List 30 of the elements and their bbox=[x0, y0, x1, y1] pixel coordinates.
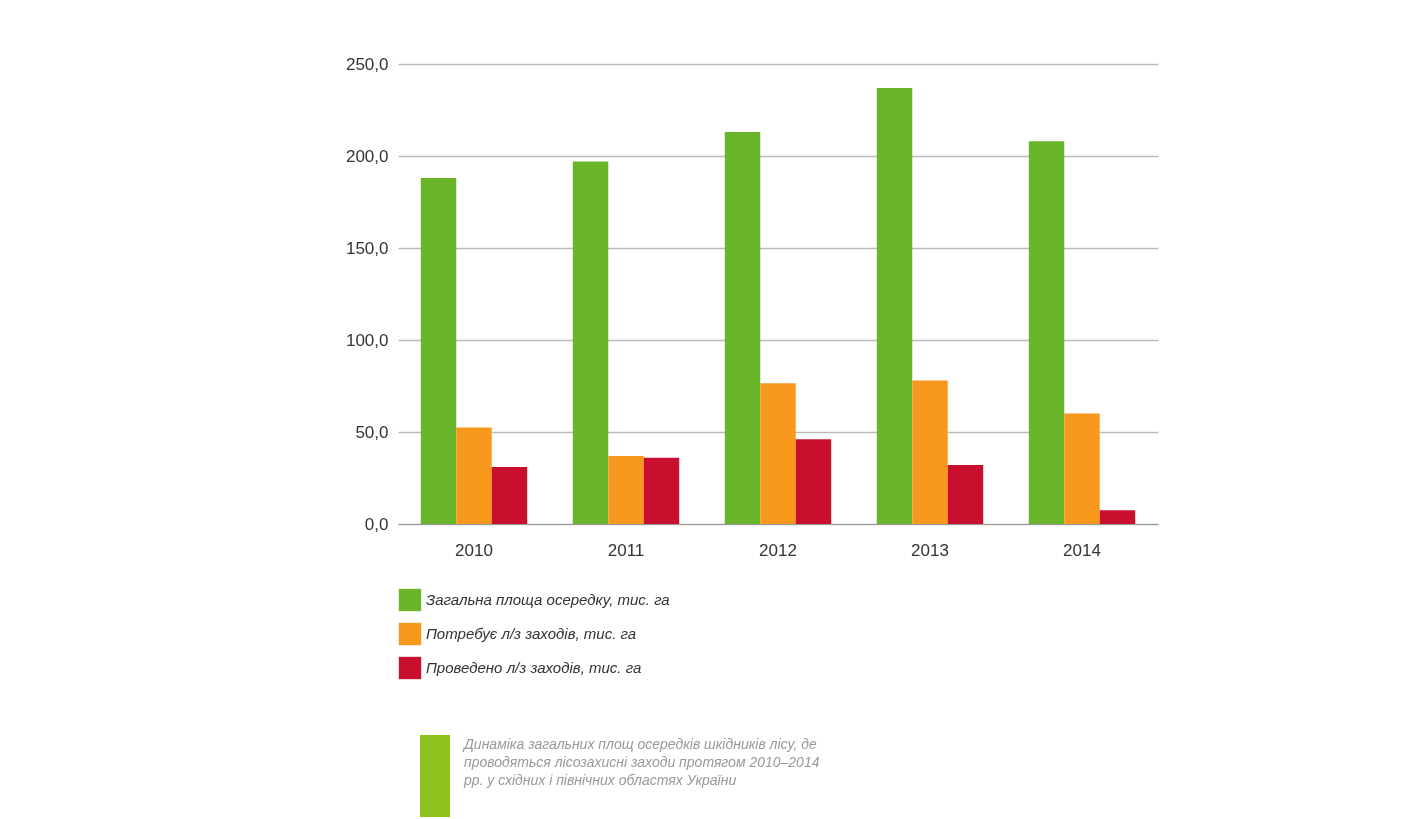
bar bbox=[947, 465, 984, 524]
x-tick-label: 2014 bbox=[1063, 540, 1101, 560]
y-tick-label: 200,0 bbox=[345, 146, 389, 166]
y-tick-label: 150,0 bbox=[345, 238, 389, 258]
legend-label: Проведено л/з заходів, тис. га bbox=[426, 659, 642, 676]
y-tick-label: 0,0 bbox=[364, 514, 389, 534]
x-tick-label: 2010 bbox=[455, 540, 493, 560]
y-tick-label: 50,0 bbox=[355, 422, 389, 442]
legend-label: Потребує л/з заходів, тис. га bbox=[426, 625, 637, 642]
bar bbox=[1064, 413, 1100, 524]
y-tick-label: 250,0 bbox=[345, 54, 389, 74]
bar bbox=[912, 380, 948, 524]
legend-label: Загальна площа осередку, тис. га bbox=[426, 591, 670, 608]
bar bbox=[643, 457, 680, 524]
bar bbox=[608, 455, 644, 524]
bar bbox=[456, 427, 492, 524]
x-tick-label: 2013 bbox=[911, 540, 949, 560]
bar bbox=[1028, 141, 1065, 524]
bar bbox=[795, 439, 832, 524]
x-tick-label: 2012 bbox=[759, 540, 797, 560]
bar bbox=[420, 178, 457, 524]
text: Динаміка загальних площ осередків шкідників лісу, де проводяться лісозахисні заходи протягом 2010–2014 рр. у східних і північних областях України bbox=[464, 735, 821, 789]
y-tick-label: 100,0 bbox=[345, 330, 389, 350]
bar bbox=[760, 383, 796, 524]
x-tick-label: 2011 bbox=[607, 540, 645, 560]
bar bbox=[1099, 510, 1136, 524]
bar bbox=[572, 161, 609, 524]
bar bbox=[876, 87, 913, 524]
bar bbox=[491, 466, 528, 524]
bar bbox=[724, 132, 761, 524]
